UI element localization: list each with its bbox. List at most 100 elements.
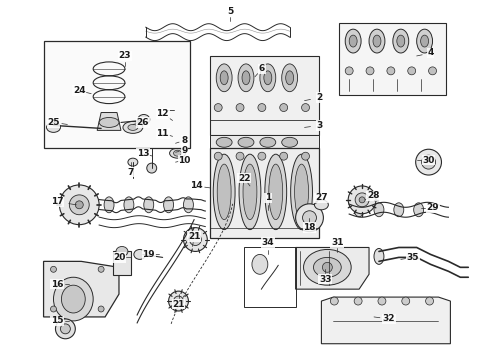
Ellipse shape	[50, 266, 56, 272]
Ellipse shape	[183, 228, 207, 251]
Ellipse shape	[170, 148, 185, 158]
Ellipse shape	[429, 67, 437, 75]
Ellipse shape	[53, 277, 93, 321]
Text: 22: 22	[238, 174, 250, 183]
Bar	[244, 247, 295, 307]
Polygon shape	[321, 297, 450, 344]
Ellipse shape	[314, 257, 341, 277]
Ellipse shape	[302, 211, 317, 225]
Ellipse shape	[258, 152, 266, 160]
Text: 24: 24	[73, 86, 86, 95]
Text: 18: 18	[303, 223, 316, 232]
Ellipse shape	[99, 117, 119, 127]
Text: 6: 6	[259, 64, 265, 73]
Ellipse shape	[354, 297, 362, 305]
Ellipse shape	[260, 137, 276, 147]
Ellipse shape	[190, 234, 201, 246]
Ellipse shape	[242, 71, 250, 85]
Ellipse shape	[147, 163, 157, 173]
Ellipse shape	[144, 197, 154, 213]
Ellipse shape	[369, 29, 385, 53]
Text: 34: 34	[262, 238, 274, 247]
Text: 31: 31	[331, 238, 343, 247]
Ellipse shape	[236, 152, 244, 160]
Ellipse shape	[374, 203, 384, 217]
Text: 26: 26	[137, 118, 149, 127]
Text: 21: 21	[172, 300, 185, 309]
Ellipse shape	[301, 152, 310, 160]
Bar	[113, 251, 131, 275]
Ellipse shape	[345, 67, 353, 75]
Ellipse shape	[393, 29, 409, 53]
Text: 35: 35	[406, 253, 419, 262]
Polygon shape	[44, 261, 119, 317]
Ellipse shape	[128, 125, 138, 130]
Ellipse shape	[236, 104, 244, 112]
Ellipse shape	[303, 249, 351, 285]
Ellipse shape	[378, 297, 386, 305]
Ellipse shape	[47, 122, 60, 132]
Ellipse shape	[265, 154, 287, 230]
Ellipse shape	[239, 154, 261, 230]
Ellipse shape	[75, 201, 83, 209]
Text: 33: 33	[319, 275, 332, 284]
Text: 23: 23	[119, 51, 131, 60]
Ellipse shape	[269, 164, 283, 220]
Ellipse shape	[280, 104, 288, 112]
Ellipse shape	[216, 137, 232, 147]
Ellipse shape	[322, 262, 332, 272]
Text: 8: 8	[181, 136, 188, 145]
Ellipse shape	[98, 266, 104, 272]
Ellipse shape	[214, 104, 222, 112]
Ellipse shape	[252, 255, 268, 274]
Ellipse shape	[238, 137, 254, 147]
Text: 10: 10	[178, 156, 191, 165]
Ellipse shape	[286, 71, 294, 85]
Ellipse shape	[173, 296, 183, 306]
Ellipse shape	[374, 248, 384, 264]
Polygon shape	[210, 148, 319, 238]
Polygon shape	[210, 56, 319, 135]
Polygon shape	[97, 113, 121, 130]
Polygon shape	[339, 23, 446, 95]
Ellipse shape	[373, 35, 381, 47]
Ellipse shape	[214, 152, 222, 160]
Ellipse shape	[164, 109, 173, 127]
Text: 16: 16	[51, 280, 64, 289]
Ellipse shape	[421, 155, 436, 169]
Text: 30: 30	[422, 156, 435, 165]
Bar	[44, 41, 191, 148]
Text: 32: 32	[383, 314, 395, 323]
Text: 28: 28	[367, 192, 379, 201]
Ellipse shape	[116, 247, 128, 256]
Ellipse shape	[294, 164, 309, 220]
Ellipse shape	[366, 67, 374, 75]
Text: 15: 15	[51, 316, 64, 325]
Ellipse shape	[55, 319, 75, 339]
Text: 7: 7	[128, 167, 134, 176]
Text: 14: 14	[190, 181, 203, 190]
Ellipse shape	[359, 197, 365, 203]
Text: 17: 17	[51, 197, 64, 206]
Ellipse shape	[123, 121, 143, 133]
Text: 3: 3	[317, 121, 322, 130]
Polygon shape	[295, 247, 369, 289]
Text: 27: 27	[315, 193, 328, 202]
Ellipse shape	[124, 197, 134, 213]
Ellipse shape	[282, 137, 297, 147]
Text: 11: 11	[156, 129, 169, 138]
Text: 20: 20	[113, 253, 125, 262]
Ellipse shape	[238, 64, 254, 92]
Text: 13: 13	[137, 149, 149, 158]
Ellipse shape	[414, 203, 424, 217]
Ellipse shape	[301, 104, 310, 112]
Text: 25: 25	[47, 118, 60, 127]
Text: 19: 19	[143, 250, 155, 259]
Ellipse shape	[60, 324, 71, 334]
Ellipse shape	[258, 104, 266, 112]
Ellipse shape	[387, 67, 395, 75]
Ellipse shape	[216, 64, 232, 92]
Ellipse shape	[315, 200, 328, 210]
Ellipse shape	[128, 158, 138, 166]
Text: 12: 12	[156, 109, 169, 118]
